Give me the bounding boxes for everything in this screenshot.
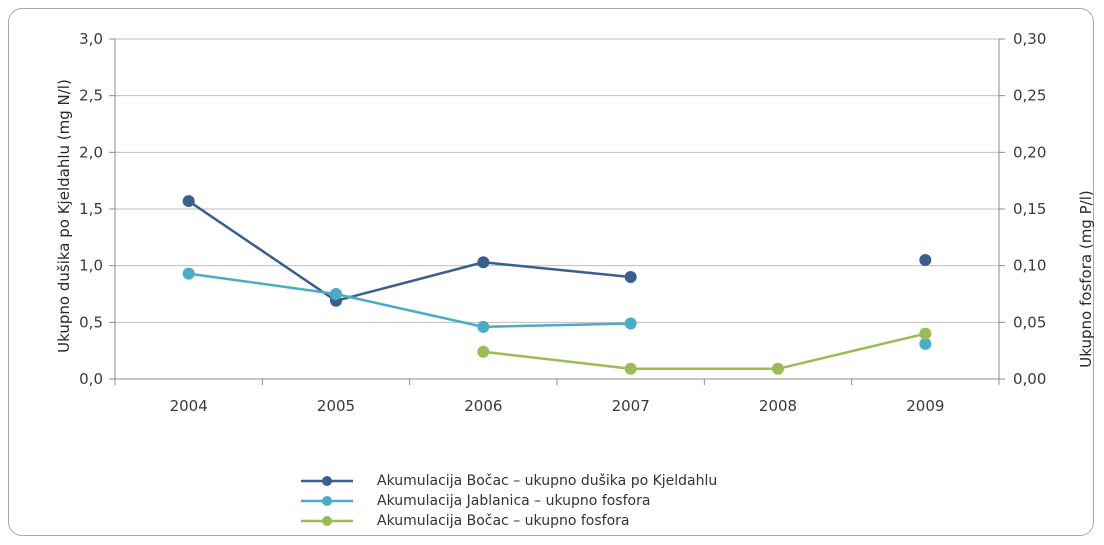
axes bbox=[109, 38, 1005, 385]
data-point bbox=[624, 362, 637, 375]
data-point bbox=[182, 195, 195, 208]
legend-label: Akumulacija Bočac – ukupno dušika po Kje… bbox=[377, 473, 718, 489]
legend-marker bbox=[322, 516, 332, 526]
left-tick-label: 0,0 bbox=[79, 370, 103, 388]
right-tick-label: 0,25 bbox=[1013, 87, 1046, 105]
legend-swatch-bocac-phosphorus bbox=[301, 516, 353, 526]
data-point bbox=[477, 256, 490, 269]
right-tick-label: 0,15 bbox=[1013, 200, 1046, 218]
data-point bbox=[182, 267, 195, 280]
left-tick-label: 3,0 bbox=[79, 30, 103, 48]
legend-marker bbox=[322, 496, 332, 506]
data-point bbox=[624, 271, 637, 283]
right-tick-label: 0,05 bbox=[1013, 313, 1046, 331]
data-point bbox=[919, 254, 932, 266]
legend-label: Akumulacija Jablanica – ukupno fosfora bbox=[377, 493, 651, 509]
left-tick-label: 2,5 bbox=[79, 87, 103, 105]
legend-item-jablanica-phosphorus: Akumulacija Jablanica – ukupno fosfora bbox=[297, 491, 717, 511]
legend-item-bocac-nitrogen: Akumulacija Bočac – ukupno dušika po Kje… bbox=[297, 471, 717, 491]
gridlines bbox=[115, 38, 999, 323]
series-line bbox=[483, 332, 926, 371]
legend-marker bbox=[322, 476, 332, 486]
right-tick-label: 0,10 bbox=[1013, 257, 1046, 275]
data-point bbox=[624, 317, 637, 330]
left-tick-label: 1,5 bbox=[79, 200, 103, 218]
series-1 bbox=[182, 267, 932, 350]
x-tick-label: 2007 bbox=[612, 397, 650, 415]
right-tick-label: 0,30 bbox=[1013, 30, 1046, 48]
right-axis-title: Ukupno fosfora (mg P/l) bbox=[1077, 190, 1095, 367]
series-layer bbox=[182, 195, 932, 375]
legend: Akumulacija Bočac – ukupno dušika po Kje… bbox=[297, 471, 717, 531]
series-line bbox=[188, 272, 631, 329]
chart-frame: 0,0 0,5 1,0 1,5 2,0 2,5 3,0 0,00 0,05 0,10 0,15 0,… bbox=[8, 8, 1095, 536]
x-tick-label: 2004 bbox=[170, 397, 208, 415]
data-point bbox=[772, 362, 784, 375]
legend-swatch-bocac-nitrogen bbox=[301, 476, 353, 486]
right-tick-label: 0,20 bbox=[1013, 143, 1046, 161]
legend-label: Akumulacija Bočac – ukupno fosfora bbox=[377, 513, 630, 529]
left-axis-title: Ukupno dušika po Kjeldahlu (mg N/l) bbox=[55, 79, 73, 353]
x-tick-label: 2008 bbox=[759, 397, 797, 415]
left-tick-labels: 0,0 0,5 1,0 1,5 2,0 2,5 3,0 bbox=[79, 30, 103, 388]
data-point bbox=[919, 337, 932, 350]
right-tick-label: 0,00 bbox=[1013, 370, 1046, 388]
left-tick-label: 2,0 bbox=[79, 143, 103, 161]
right-tick-labels: 0,00 0,05 0,10 0,15 0,20 0,25 0,30 bbox=[1013, 30, 1046, 388]
x-tick-label: 2009 bbox=[906, 397, 944, 415]
left-tick-label: 1,0 bbox=[79, 257, 103, 275]
series-2 bbox=[477, 327, 932, 375]
legend-item-bocac-phosphorus: Akumulacija Bočac – ukupno fosfora bbox=[297, 511, 717, 531]
chart-svg: 0,00,51,01,52,02,53,0 0,000,050,100,150,… bbox=[55, 30, 1095, 415]
data-point bbox=[919, 327, 932, 340]
legend-swatch-jablanica-phosphorus bbox=[301, 496, 353, 506]
data-point bbox=[477, 320, 490, 333]
x-tick-labels: 2004 2005 2006 2007 2008 2009 bbox=[170, 397, 945, 415]
left-tick-label: 0,5 bbox=[79, 313, 103, 331]
series-0 bbox=[182, 195, 932, 307]
x-tick-label: 2006 bbox=[464, 397, 502, 415]
series-line bbox=[187, 200, 631, 303]
data-point bbox=[477, 345, 490, 358]
x-tick-label: 2005 bbox=[317, 397, 355, 415]
data-point bbox=[330, 288, 342, 300]
